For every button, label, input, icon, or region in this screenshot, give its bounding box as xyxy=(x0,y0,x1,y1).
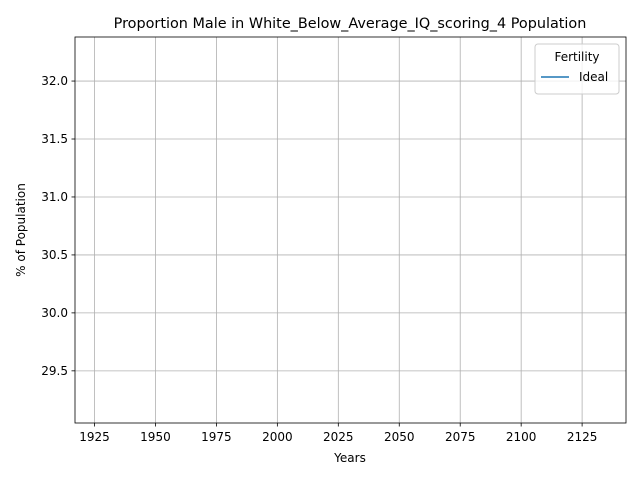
y-tick-label: 30.0 xyxy=(41,306,68,320)
x-tick-label: 1925 xyxy=(79,430,110,444)
x-tick-label: 2125 xyxy=(567,430,598,444)
x-tick-label: 2100 xyxy=(506,430,537,444)
legend-title: Fertility xyxy=(554,50,599,64)
y-axis-ticks: 29.5 30.0 30.5 31.0 31.5 32.0 xyxy=(41,74,75,378)
chart-title: Proportion Male in White_Below_Average_I… xyxy=(114,16,587,32)
y-tick-label: 30.5 xyxy=(41,248,68,262)
grid-lines xyxy=(75,37,626,423)
x-tick-label: 2000 xyxy=(262,430,293,444)
x-tick-label: 1975 xyxy=(201,430,232,444)
y-axis-label: % of Population xyxy=(14,183,28,277)
x-tick-label: 2025 xyxy=(323,430,354,444)
y-tick-label: 31.5 xyxy=(41,132,68,146)
x-tick-label: 2050 xyxy=(384,430,415,444)
x-axis-label: Years xyxy=(333,451,366,465)
y-tick-label: 31.0 xyxy=(41,190,68,204)
x-axis-ticks: 1925 1950 1975 2000 2025 2050 2075 2100 2125 xyxy=(79,423,597,444)
x-tick-label: 2075 xyxy=(445,430,476,444)
plot-frame xyxy=(74,36,627,424)
y-tick-label: 32.0 xyxy=(41,74,68,88)
x-tick-label: 1950 xyxy=(140,430,171,444)
legend-label-ideal: Ideal xyxy=(579,70,608,84)
y-tick-label: 29.5 xyxy=(41,364,68,378)
legend-box xyxy=(534,43,620,95)
legend: Fertility Ideal xyxy=(534,43,620,95)
